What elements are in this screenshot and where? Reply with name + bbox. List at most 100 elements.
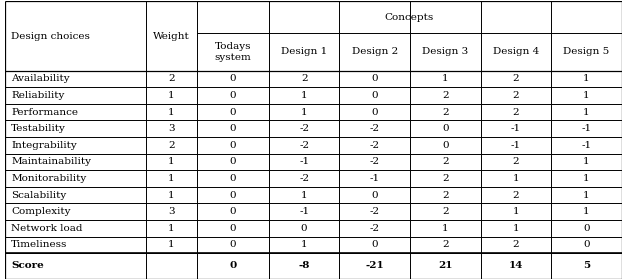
- Text: 0: 0: [371, 74, 378, 83]
- Text: 0: 0: [229, 261, 236, 270]
- Text: 1: 1: [168, 91, 174, 100]
- Text: 0: 0: [583, 240, 590, 249]
- Text: 1: 1: [442, 74, 449, 83]
- Text: -21: -21: [366, 261, 384, 270]
- Text: 3: 3: [168, 207, 174, 216]
- Text: 2: 2: [442, 207, 449, 216]
- Text: 1: 1: [301, 108, 308, 117]
- Text: -2: -2: [370, 224, 380, 233]
- Text: 2: 2: [442, 91, 449, 100]
- Text: 1: 1: [168, 174, 174, 183]
- Text: 0: 0: [229, 108, 236, 117]
- Text: 1: 1: [512, 224, 519, 233]
- Text: 1: 1: [583, 157, 590, 166]
- Text: Score: Score: [11, 261, 44, 270]
- Text: -1: -1: [581, 141, 592, 150]
- Text: 0: 0: [371, 191, 378, 200]
- Text: 1: 1: [512, 207, 519, 216]
- Text: 3: 3: [168, 124, 174, 133]
- Text: 1: 1: [583, 191, 590, 200]
- Text: 1: 1: [583, 108, 590, 117]
- Text: 2: 2: [512, 91, 519, 100]
- Text: Performance: Performance: [11, 108, 78, 117]
- Text: 0: 0: [229, 141, 236, 150]
- Text: 1: 1: [442, 224, 449, 233]
- Text: -2: -2: [299, 174, 309, 183]
- Text: Concepts: Concepts: [385, 13, 434, 22]
- Text: 0: 0: [583, 224, 590, 233]
- Text: 0: 0: [229, 91, 236, 100]
- Text: 14: 14: [509, 261, 523, 270]
- Text: 1: 1: [168, 191, 174, 200]
- Text: Availability: Availability: [11, 74, 70, 83]
- Text: 2: 2: [301, 74, 308, 83]
- Text: 1: 1: [168, 108, 174, 117]
- Text: 0: 0: [229, 207, 236, 216]
- Text: 2: 2: [512, 157, 519, 166]
- Text: -2: -2: [370, 141, 380, 150]
- Text: 0: 0: [229, 240, 236, 249]
- Text: -1: -1: [581, 124, 592, 133]
- Text: 2: 2: [442, 174, 449, 183]
- Text: 1: 1: [583, 91, 590, 100]
- Text: -1: -1: [299, 157, 309, 166]
- Text: 1: 1: [168, 224, 174, 233]
- Text: Integrability: Integrability: [11, 141, 77, 150]
- Text: Scalability: Scalability: [11, 191, 66, 200]
- Text: 0: 0: [229, 157, 236, 166]
- Text: Design 4: Design 4: [493, 48, 539, 57]
- Text: 0: 0: [371, 108, 378, 117]
- Text: 1: 1: [512, 174, 519, 183]
- Text: Design 1: Design 1: [281, 48, 328, 57]
- Text: Design choices: Design choices: [11, 32, 90, 41]
- Text: 0: 0: [371, 91, 378, 100]
- Text: 21: 21: [438, 261, 452, 270]
- Text: Design 2: Design 2: [352, 48, 398, 57]
- Text: 1: 1: [583, 74, 590, 83]
- Text: 0: 0: [371, 240, 378, 249]
- Text: 0: 0: [442, 141, 449, 150]
- Text: -2: -2: [370, 124, 380, 133]
- Text: 2: 2: [512, 108, 519, 117]
- Text: Testability: Testability: [11, 124, 66, 133]
- Text: 0: 0: [229, 191, 236, 200]
- Text: -1: -1: [511, 141, 521, 150]
- Text: Maintainability: Maintainability: [11, 157, 91, 166]
- Text: Reliability: Reliability: [11, 91, 64, 100]
- Text: 1: 1: [583, 174, 590, 183]
- Text: -2: -2: [299, 124, 309, 133]
- Text: 2: 2: [442, 108, 449, 117]
- Text: Network load: Network load: [11, 224, 82, 233]
- Text: 2: 2: [442, 191, 449, 200]
- Text: Design 3: Design 3: [422, 48, 469, 57]
- Text: 1: 1: [301, 191, 308, 200]
- Text: 2: 2: [512, 191, 519, 200]
- Text: 2: 2: [168, 74, 174, 83]
- Text: 2: 2: [442, 157, 449, 166]
- Text: 0: 0: [229, 174, 236, 183]
- Text: Todays
system: Todays system: [214, 42, 251, 62]
- Text: 2: 2: [168, 141, 174, 150]
- Text: 0: 0: [229, 224, 236, 233]
- Text: Design 5: Design 5: [564, 48, 610, 57]
- Text: Timeliness: Timeliness: [11, 240, 68, 249]
- Text: 2: 2: [442, 240, 449, 249]
- Text: 1: 1: [168, 240, 174, 249]
- Text: 2: 2: [512, 74, 519, 83]
- Text: 1: 1: [168, 157, 174, 166]
- Text: -1: -1: [370, 174, 380, 183]
- Text: 0: 0: [229, 74, 236, 83]
- Text: 0: 0: [229, 124, 236, 133]
- Text: 5: 5: [583, 261, 590, 270]
- Text: Complexity: Complexity: [11, 207, 71, 216]
- Text: -2: -2: [370, 157, 380, 166]
- Text: -2: -2: [299, 141, 309, 150]
- Text: -1: -1: [511, 124, 521, 133]
- Text: Weight: Weight: [153, 32, 189, 41]
- Text: 1: 1: [583, 207, 590, 216]
- Text: 0: 0: [301, 224, 308, 233]
- Text: 0: 0: [442, 124, 449, 133]
- Text: Monitorability: Monitorability: [11, 174, 86, 183]
- Text: 1: 1: [301, 240, 308, 249]
- Text: -8: -8: [299, 261, 310, 270]
